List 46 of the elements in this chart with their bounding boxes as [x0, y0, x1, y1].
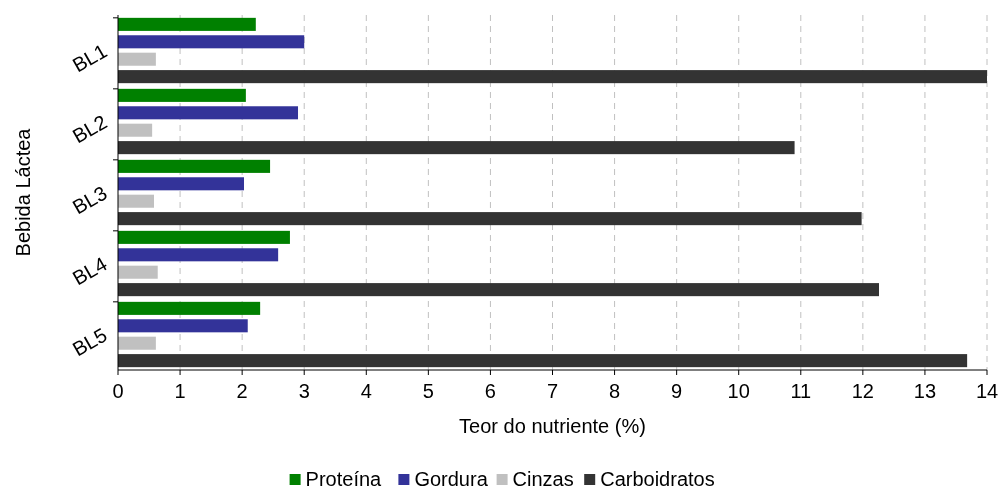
legend-label: Carboidratos — [600, 468, 715, 490]
bar — [118, 354, 968, 368]
bar — [118, 319, 248, 333]
x-tick-label: 8 — [609, 380, 621, 402]
bar — [118, 230, 290, 244]
bar — [118, 106, 299, 120]
legend-label: Proteína — [305, 468, 383, 490]
y-tick-label: BL4 — [68, 252, 111, 290]
bar — [118, 265, 158, 279]
x-tick-label: 2 — [236, 380, 248, 402]
x-tick-label: 14 — [975, 380, 999, 402]
x-tick-label: 11 — [790, 380, 812, 402]
bar — [118, 17, 256, 31]
bar — [118, 283, 879, 297]
y-tick-label: BL5 — [68, 323, 111, 361]
x-tick-label: 5 — [422, 380, 434, 402]
x-tick-label: 7 — [546, 380, 559, 402]
y-axis-title: Bebida Láctea — [12, 127, 34, 257]
bar — [118, 212, 862, 226]
bar — [118, 194, 154, 208]
y-tick-label: BL2 — [68, 110, 111, 148]
bar — [118, 70, 987, 84]
bar — [118, 301, 261, 315]
bar — [118, 141, 795, 155]
x-tick-label: 4 — [360, 380, 372, 402]
bar — [118, 336, 156, 350]
x-tick-label: 13 — [913, 380, 937, 402]
y-tick-label: BL3 — [68, 181, 111, 219]
bar — [118, 177, 245, 191]
bar — [118, 159, 271, 173]
legend-label: Gordura — [414, 468, 489, 490]
x-tick-label: 0 — [112, 380, 124, 402]
x-tick-label: 6 — [484, 380, 496, 402]
bar — [118, 52, 156, 66]
bar — [118, 88, 246, 102]
bar — [118, 35, 305, 49]
x-tick-label: 12 — [851, 380, 874, 402]
x-tick-label: 10 — [727, 380, 750, 402]
legend-label: Cinzas — [512, 468, 574, 490]
bar — [118, 248, 279, 262]
bar — [118, 123, 153, 137]
x-tick-label: 1 — [174, 380, 186, 402]
y-tick-label: BL1 — [68, 39, 111, 77]
x-tick-label: 3 — [298, 380, 310, 402]
x-axis-title: Teor do nutriente (%) — [459, 415, 646, 437]
x-tick-label: 9 — [671, 380, 683, 402]
